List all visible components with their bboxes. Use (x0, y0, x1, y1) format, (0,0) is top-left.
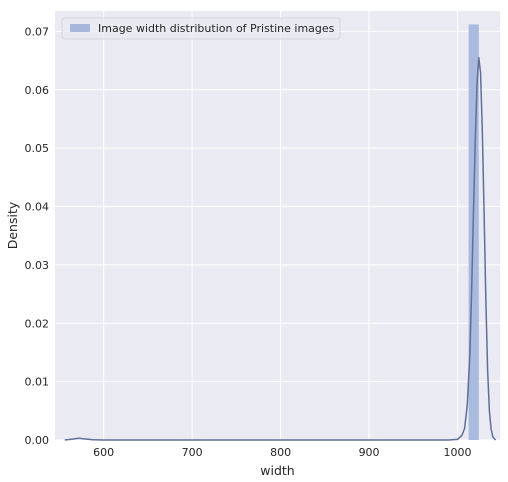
y-tick-label-0: 0.00 (25, 434, 50, 447)
x-axis-ticks: 600 700 800 900 1000 (93, 446, 471, 459)
legend-box (61, 17, 341, 40)
legend: Image width distribution of Pristine ima… (61, 17, 341, 40)
kde-line-0 (64, 56, 497, 441)
legend-swatch (70, 24, 90, 32)
x-tick-label-0: 600 (93, 446, 114, 459)
y-tick-label-5: 0.05 (25, 142, 50, 155)
plot-background (55, 11, 500, 440)
y-tick-label-2: 0.02 (25, 317, 50, 330)
kde-lines (64, 56, 497, 441)
y-tick-label-4: 0.04 (25, 201, 50, 214)
y-axis-label: Density (5, 201, 20, 249)
y-tick-label-6: 0.06 (25, 84, 50, 97)
x-tick-label-1: 700 (182, 446, 203, 459)
legend-label: Image width distribution of Pristine ima… (98, 22, 335, 35)
y-tick-label-3: 0.03 (25, 259, 50, 272)
y-tick-label-7: 0.07 (25, 25, 50, 38)
y-axis-ticks: 0.00 0.01 0.02 0.03 0.04 0.05 0.06 0.07 (25, 25, 50, 447)
x-tick-label-2: 800 (270, 446, 291, 459)
x-tick-label-4: 1000 (444, 446, 472, 459)
y-tick-label-1: 0.01 (25, 376, 50, 389)
x-axis-label: width (260, 463, 294, 478)
x-tick-label-3: 900 (359, 446, 380, 459)
